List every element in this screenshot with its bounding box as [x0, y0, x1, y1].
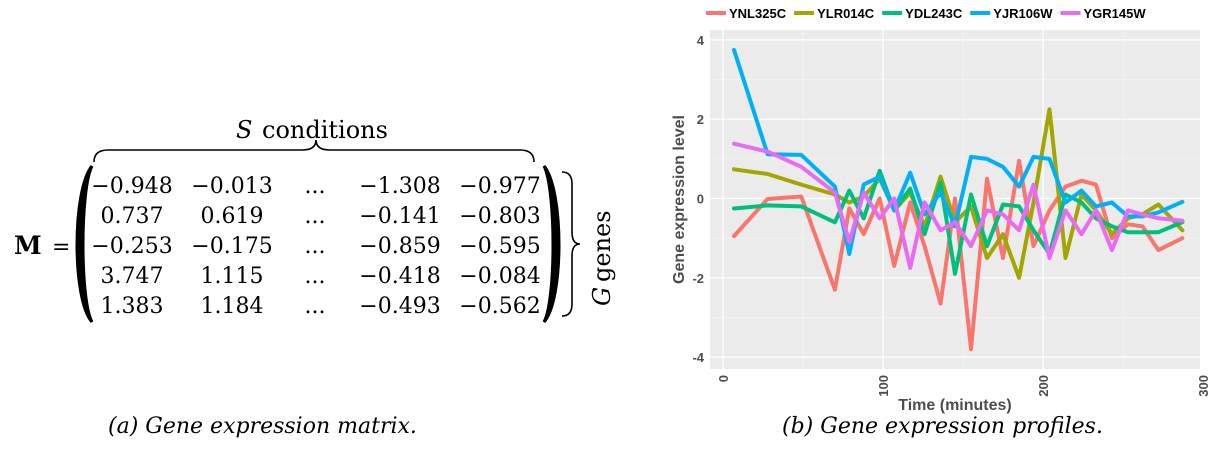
legend-item-ylr014c: YLR014C [794, 6, 875, 21]
legend-label: YGR145W [1083, 6, 1146, 21]
y-tick-label: -2 [692, 271, 704, 286]
y-axis-label: Gene expression level [671, 115, 688, 284]
matrix-ellipsis: ... [305, 174, 326, 199]
y-tick-label: 2 [697, 112, 704, 127]
side-brace [561, 171, 581, 317]
matrix-cell: 3.747 [101, 264, 164, 289]
side-brace-var: G [588, 287, 616, 306]
x-tick-label: 100 [876, 375, 891, 397]
matrix-cell: 0.737 [101, 204, 164, 229]
matrix-ellipsis: ... [305, 234, 326, 259]
chart-legend: YNL325C YLR014C YDL243C YJR106W YGR145W [706, 6, 1146, 21]
top-brace [93, 139, 535, 163]
legend-item-ygr145w: YGR145W [1060, 6, 1146, 21]
matrix-ellipsis: ... [305, 204, 326, 229]
matrix-cell: −0.141 [359, 204, 440, 229]
side-brace-label: genes [588, 210, 616, 282]
x-tick-label: 0 [716, 375, 731, 382]
top-brace-label: conditions [262, 116, 388, 144]
legend-label: YJR106W [993, 6, 1053, 21]
legend-label: YLR014C [817, 6, 875, 21]
matrix-cell: −0.859 [359, 234, 440, 259]
legend-label: YDL243C [905, 6, 963, 21]
matrix-cell: −0.013 [191, 174, 272, 199]
legend-item-ynl325c: YNL325C [706, 6, 787, 21]
caption-profiles: (b) Gene expression profiles. [782, 414, 1103, 439]
left-paren [75, 165, 94, 324]
matrix-symbol: M [14, 231, 42, 260]
y-tick-label: 4 [697, 33, 705, 48]
series-line-yjr106w [732, 47, 1185, 256]
expression-line-chart: YNL325C YLR014C YDL243C YJR106W YGR145W -4 -2… [671, 6, 1211, 414]
x-axis-label: Time (minutes) [898, 397, 1012, 414]
matrix-cell: 1.115 [201, 264, 264, 289]
matrix-cell: −0.562 [459, 294, 540, 319]
matrix-figure: S conditions M = G genes −0.948 −0.013 .… [14, 116, 616, 324]
matrix-panel: S conditions M = G genes −0.948 −0.013 .… [14, 116, 616, 439]
matrix-cell: −0.977 [459, 174, 540, 199]
legend-item-ydl243c: YDL243C [882, 6, 963, 21]
series-line-ydl243c [732, 168, 1185, 276]
side-brace-label-group: G genes [588, 210, 616, 306]
matrix-cell: −0.175 [191, 234, 272, 259]
matrix-cell: 0.619 [201, 204, 264, 229]
matrix-cell: −0.493 [359, 294, 440, 319]
series-line-ygr145w [732, 141, 1185, 270]
matrix-cell: −0.595 [459, 234, 540, 259]
matrix-cell: −0.418 [359, 264, 440, 289]
right-paren [542, 165, 561, 324]
matrix-body: −0.948 −0.013 ... −1.308 −0.977 0.737 0.… [91, 174, 540, 319]
y-tick-label: 0 [697, 192, 704, 207]
caption-matrix: (a) Gene expression matrix. [108, 414, 417, 439]
matrix-cell: −0.253 [91, 234, 172, 259]
matrix-cell: −1.308 [359, 174, 440, 199]
legend-item-yjr106w: YJR106W [970, 6, 1053, 21]
matrix-cell: −0.084 [459, 264, 540, 289]
matrix-cell: 1.383 [101, 294, 164, 319]
x-axis-ticks: 0 100 200 300 [716, 375, 1211, 397]
y-tick-label: -4 [692, 350, 704, 365]
top-brace-var: S [236, 116, 252, 144]
x-tick-label: 200 [1036, 375, 1051, 397]
matrix-ellipsis: ... [305, 264, 326, 289]
matrix-cell: −0.948 [91, 174, 172, 199]
legend-label: YNL325C [729, 6, 787, 21]
matrix-ellipsis: ... [305, 294, 326, 319]
matrix-cell: 1.184 [201, 294, 264, 319]
matrix-cell: −0.803 [459, 204, 540, 229]
series-lines [732, 47, 1185, 352]
y-axis-ticks: -4 -2 0 2 4 [692, 33, 704, 365]
equals-sign: = [52, 235, 70, 260]
x-tick-label: 300 [1196, 375, 1211, 397]
